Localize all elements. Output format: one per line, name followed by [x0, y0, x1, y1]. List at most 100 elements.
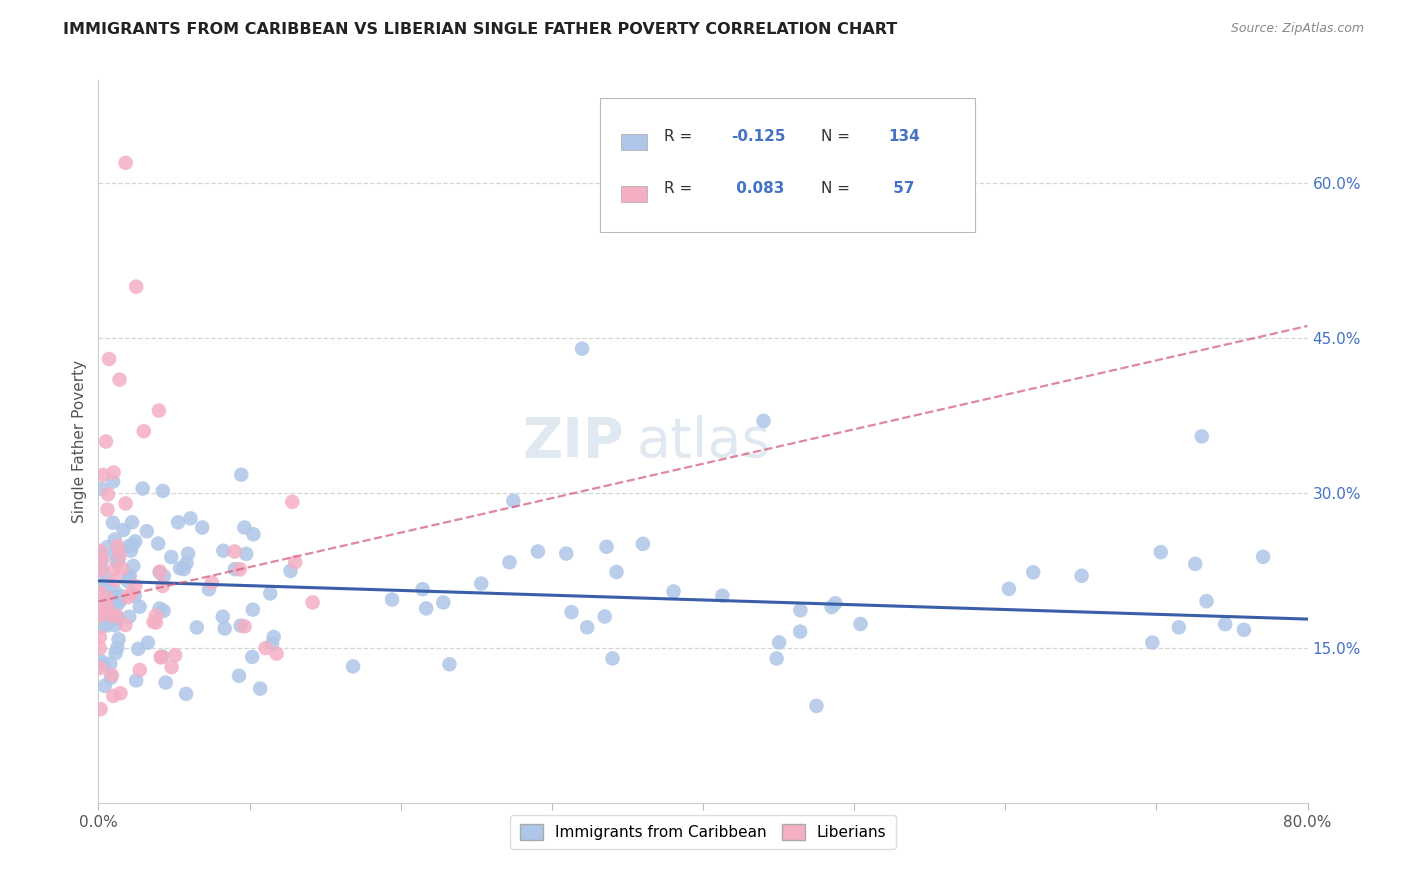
Point — [89, 661, 111, 675]
Text: atlas: atlas — [637, 415, 770, 468]
Point — [132, 424, 155, 438]
Point — [105, 598, 128, 612]
Point — [571, 342, 593, 356]
Point — [149, 566, 172, 580]
Point — [89, 585, 111, 599]
Point — [602, 651, 624, 665]
Point — [173, 562, 195, 576]
Point — [118, 609, 141, 624]
Point — [104, 618, 127, 632]
Point — [186, 620, 208, 634]
Point — [90, 549, 112, 563]
FancyBboxPatch shape — [621, 186, 647, 202]
Point — [711, 589, 734, 603]
Point — [849, 617, 872, 632]
Point — [104, 590, 127, 604]
Point — [124, 534, 146, 549]
Point — [1233, 623, 1256, 637]
Point — [167, 516, 190, 530]
Point — [105, 609, 128, 624]
Point — [432, 595, 454, 609]
Text: 57: 57 — [889, 181, 914, 196]
Point — [165, 648, 187, 662]
Point — [121, 515, 143, 529]
Point — [231, 467, 253, 482]
Text: ZIP: ZIP — [523, 415, 624, 468]
Point — [470, 576, 492, 591]
Point — [229, 562, 252, 576]
Point — [824, 596, 846, 610]
Point — [233, 619, 256, 633]
Point — [212, 543, 235, 558]
Point — [555, 547, 578, 561]
Point — [160, 549, 183, 564]
Point — [107, 612, 129, 626]
Point — [107, 632, 129, 647]
Point — [90, 482, 112, 496]
Point — [149, 649, 172, 664]
Point — [201, 575, 224, 590]
Text: 0.083: 0.083 — [731, 181, 785, 196]
Point — [595, 540, 617, 554]
Point — [89, 544, 111, 558]
Point — [96, 573, 118, 587]
Point — [606, 565, 628, 579]
Point — [152, 483, 174, 498]
Point — [94, 607, 117, 622]
Point — [789, 624, 811, 639]
Point — [91, 467, 114, 482]
Point — [108, 544, 131, 558]
Point — [145, 608, 167, 623]
Point — [527, 544, 550, 558]
Point — [107, 539, 129, 553]
Point — [89, 641, 111, 656]
Point — [90, 702, 112, 716]
Point — [135, 524, 157, 539]
Point — [593, 609, 616, 624]
Point — [266, 647, 288, 661]
Point — [127, 641, 149, 656]
Point — [90, 555, 112, 569]
Point — [381, 592, 404, 607]
Point — [105, 548, 128, 562]
Point — [103, 689, 125, 703]
Point — [150, 649, 173, 664]
Point — [1150, 545, 1173, 559]
Point — [122, 538, 145, 552]
Point — [152, 579, 174, 593]
Point — [114, 618, 136, 632]
Point — [240, 649, 263, 664]
Point — [118, 539, 141, 553]
Y-axis label: Single Father Poverty: Single Father Poverty — [72, 360, 87, 523]
Text: -0.125: -0.125 — [731, 129, 786, 145]
Point — [174, 687, 197, 701]
Point — [104, 646, 127, 660]
Point — [100, 671, 122, 685]
Point — [114, 156, 136, 170]
Point — [560, 605, 582, 619]
Point — [1191, 429, 1213, 443]
Point — [821, 600, 844, 615]
Point — [149, 601, 172, 615]
Point — [1251, 549, 1274, 564]
Point — [120, 543, 142, 558]
Point — [96, 502, 118, 516]
Point — [224, 544, 246, 558]
Point — [1070, 569, 1092, 583]
Point — [1184, 557, 1206, 571]
Point — [94, 434, 117, 449]
Point — [117, 591, 139, 605]
Legend: Immigrants from Caribbean, Liberians: Immigrants from Caribbean, Liberians — [510, 815, 896, 849]
Text: IMMIGRANTS FROM CARIBBEAN VS LIBERIAN SINGLE FATHER POVERTY CORRELATION CHART: IMMIGRANTS FROM CARIBBEAN VS LIBERIAN SI… — [63, 22, 897, 37]
Point — [1167, 620, 1189, 634]
Point — [125, 673, 148, 688]
Point — [148, 403, 170, 417]
Point — [93, 600, 115, 615]
Point — [228, 669, 250, 683]
Point — [214, 622, 236, 636]
Point — [89, 630, 111, 644]
Point — [765, 651, 787, 665]
Point — [132, 482, 155, 496]
Point — [122, 558, 145, 573]
Point — [439, 657, 461, 672]
